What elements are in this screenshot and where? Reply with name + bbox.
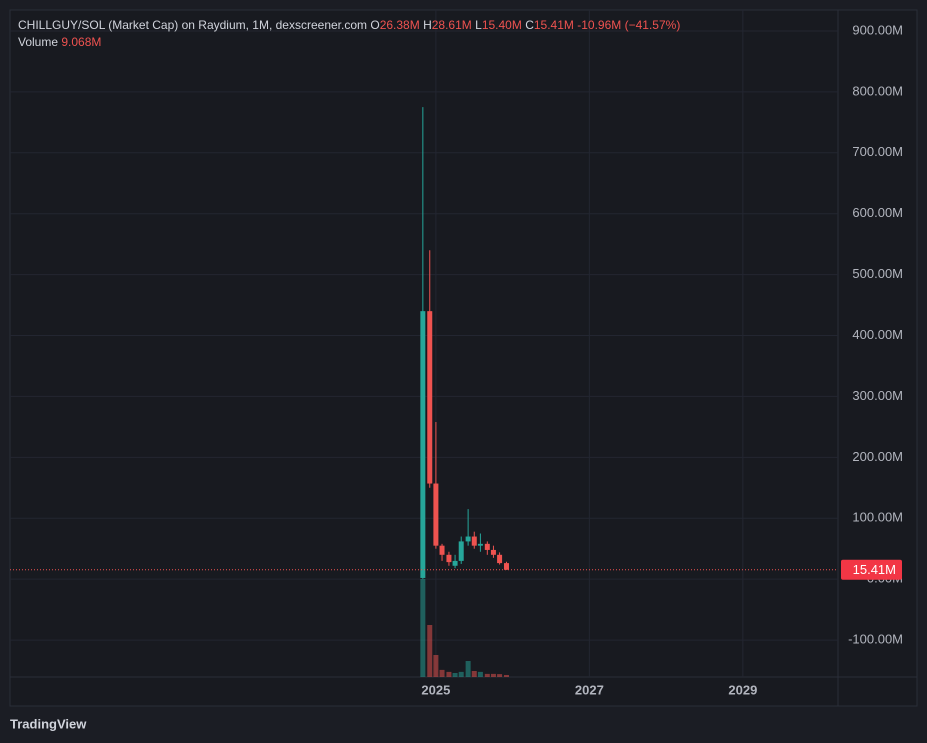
ohlc-letter: C (525, 18, 534, 32)
candle-body (427, 311, 433, 484)
candle-body (503, 563, 509, 570)
volume-bar (477, 671, 483, 677)
volume-bar (490, 673, 496, 677)
candle-body (490, 549, 496, 555)
ohlc-value: 26.38M (379, 18, 420, 32)
volume-bar (439, 669, 445, 677)
candle-body (420, 311, 426, 578)
x-tick-label: 2025 (421, 682, 450, 697)
x-tick-label: 2027 (575, 682, 604, 697)
y-tick-label: 900.00M (852, 22, 903, 37)
volume-bar (452, 673, 458, 677)
volume-bar (458, 671, 464, 677)
volume-bar (433, 655, 439, 677)
volume-bar (497, 674, 503, 677)
last-price-label: 15.41M (853, 562, 896, 577)
volume-bar (446, 671, 452, 677)
candle-body (484, 543, 490, 550)
y-tick-label: 800.00M (852, 83, 903, 98)
candle-body (452, 560, 458, 566)
volume-bar (427, 625, 433, 677)
ohlc-value: 15.41M (533, 18, 574, 32)
legend-line: CHILLGUY/SOL (Market Cap) on Raydium, 1M… (18, 17, 680, 34)
y-tick-label: 700.00M (852, 144, 903, 159)
y-tick-label: 400.00M (852, 327, 903, 342)
ohlc-letter: O (370, 18, 380, 32)
frame (9, 9, 918, 707)
volume-bar (471, 671, 477, 677)
branding: TradingView (10, 716, 87, 731)
volume-name: Volume (18, 35, 59, 49)
ohlc-value: 15.40M (481, 18, 522, 32)
candle-body (477, 543, 483, 546)
candle-body (471, 536, 477, 546)
volume-value: 9.068M (61, 35, 102, 49)
change-pct: (−41.57%) (624, 18, 681, 32)
y-tick-label: -100.00M (848, 632, 903, 647)
y-tick-label: 100.00M (852, 510, 903, 525)
volume-bar (420, 579, 426, 677)
candle-body (497, 554, 503, 564)
y-tick-label: 600.00M (852, 205, 903, 220)
volume-bar (503, 674, 509, 677)
candle-body (446, 554, 452, 563)
last-price-badge (841, 559, 902, 580)
x-tick-label: 2029 (728, 682, 757, 697)
candle-body (439, 545, 445, 555)
candle-body (465, 536, 471, 542)
ohlc-letter: H (423, 18, 432, 32)
candle-body (433, 483, 439, 546)
candle-body (458, 541, 464, 561)
y-tick-label: 200.00M (852, 449, 903, 464)
volume-bar (484, 673, 490, 677)
ohlc-letter: L (475, 18, 482, 32)
y-tick-label: 300.00M (852, 388, 903, 403)
volume-legend: Volume 9.068M (18, 34, 680, 51)
volume-bar (465, 661, 471, 677)
ohlc-value: 28.61M (431, 18, 472, 32)
change: -10.96M (577, 18, 622, 32)
y-tick-label: 500.00M (852, 266, 903, 281)
legend: CHILLGUY/SOL (Market Cap) on Raydium, 1M… (18, 17, 680, 51)
symbol-title: CHILLGUY/SOL (Market Cap) on Raydium, 1M… (18, 18, 368, 32)
